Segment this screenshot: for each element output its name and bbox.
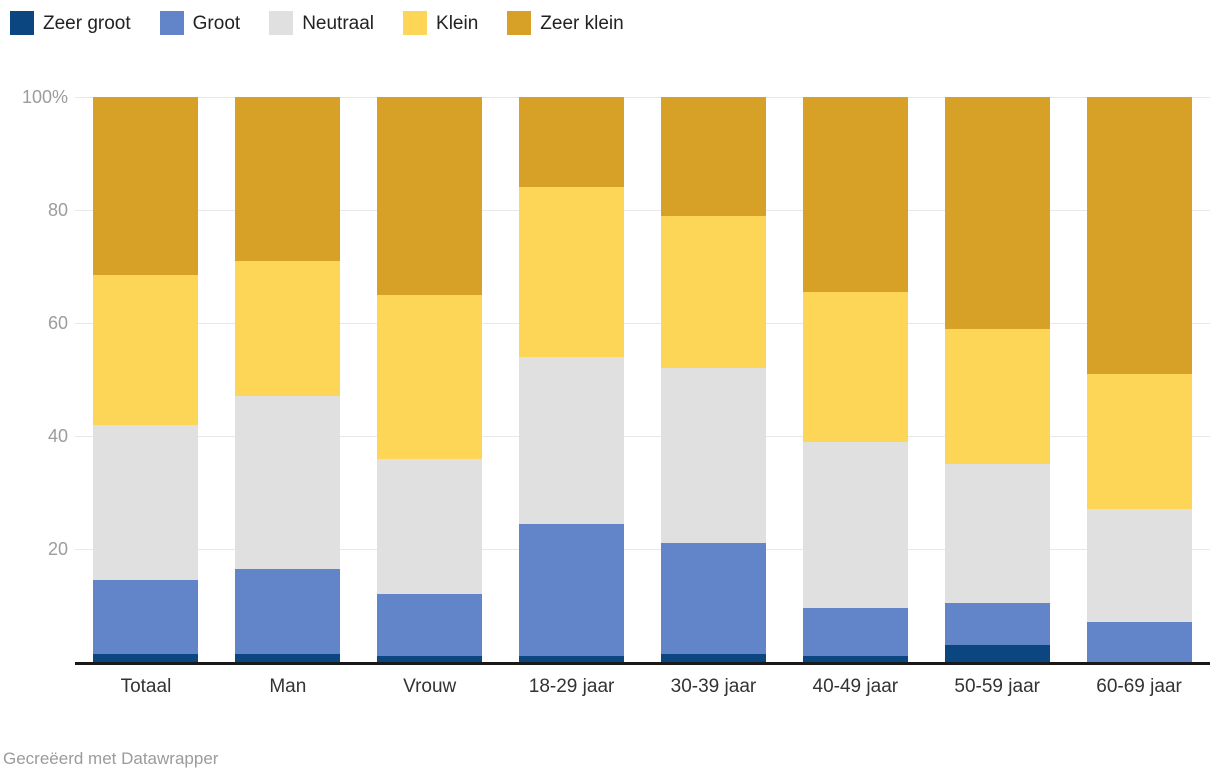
bar-segment-groot [802,608,908,657]
bar-segment-neutraal [93,424,199,581]
bar-slot-60-69-jaar [1068,97,1210,662]
bar-segment-groot [377,594,483,657]
x-tick-label-totaal: Totaal [120,676,172,697]
bar-segment-zeer-groot [802,656,908,662]
bar-segment-zeer-klein [377,97,483,295]
bar-slot-vrouw [359,97,501,662]
datawrapper-credit: Gecreëerd met Datawrapper [3,749,219,768]
bar-segment-klein [660,215,766,369]
x-axis-line [75,662,1210,665]
bar-segment-zeer-klein [802,97,908,292]
legend-item-zeer-klein: Zeer klein [507,11,624,35]
legend-label: Klein [436,12,479,34]
bar-segment-klein [235,260,341,397]
bar-segment-klein [802,291,908,442]
bar-slot-18-29-jaar [501,97,643,662]
bar-segment-zeer-groot [944,645,1050,662]
bar-segment-zeer-klein [1086,97,1192,374]
gridline-20 [75,549,1210,550]
bar-segment-zeer-klein [519,97,625,188]
x-tick-label-40-49-jaar: 40-49 jaar [812,676,899,697]
bar-slot-30-39-jaar [643,97,785,662]
x-tick-label-vrouw: Vrouw [403,676,457,697]
bar-slot-50-59-jaar [926,97,1068,662]
bar-60-69-jaar [1086,97,1192,662]
bar-slot-40-49-jaar [784,97,926,662]
bar-segment-zeer-groot [519,656,625,662]
gridline-100 [75,97,1210,98]
bar-segment-zeer-klein [93,97,199,275]
bar-vrouw [377,97,483,662]
bar-segment-zeer-klein [660,97,766,216]
bar-segment-groot [93,580,199,654]
y-tick-label-40: 40 [47,426,68,446]
bar-segment-zeer-groot [93,653,199,662]
gridline-80 [75,210,1210,211]
x-tick-label-30-39-jaar: 30-39 jaar [670,676,757,697]
bar-segment-neutraal [1086,509,1192,623]
bar-40-49-jaar [802,97,908,662]
x-tick-label-50-59-jaar: 50-59 jaar [954,676,1040,697]
bar-segment-neutraal [802,441,908,609]
x-tick-label-60-69-jaar: 60-69 jaar [1096,676,1182,697]
bar-segment-zeer-groot [377,656,483,662]
bar-segment-klein [1086,373,1192,510]
bar-slot-man [217,97,359,662]
y-tick-label-100: 100% [21,87,68,107]
bar-segment-klein [519,187,625,357]
bar-segment-neutraal [377,458,483,595]
bar-segment-zeer-klein [235,97,341,261]
stacked-bar-chart: 100% 80 60 40 20 Totaal Man Vrouw 18-29 jaar 30-… [21,87,1210,697]
bar-slot-totaal [75,97,217,662]
legend-label: Zeer groot [43,12,131,34]
legend-swatch [10,11,34,35]
legend-item-neutraal: Neutraal [269,11,374,35]
bar-segment-neutraal [235,396,341,569]
bar-segment-zeer-groot [235,653,341,662]
legend-label: Zeer klein [540,12,624,34]
gridline-60 [75,323,1210,324]
bar-segment-groot [235,568,341,654]
bar-18-29-jaar [519,97,625,662]
bar-segment-groot [944,602,1050,646]
bar-50-59-jaar [944,97,1050,662]
y-tick-label-80: 80 [47,200,68,220]
bar-segment-klein [377,294,483,459]
legend-swatch [269,11,294,35]
legend-label: Groot [192,12,241,34]
legend-item-klein: Klein [403,11,478,35]
bar-segment-zeer-groot [660,653,766,662]
bar-segment-zeer-klein [944,97,1050,329]
bar-segment-klein [93,275,199,425]
legend: Zeer groot Groot Neutraal Klein Zeer klein [10,11,624,35]
bar-segment-groot [660,543,766,654]
x-tick-label-18-29-jaar: 18-29 jaar [528,676,615,697]
bar-segment-neutraal [944,464,1050,603]
plot-area [75,97,1210,662]
legend-item-zeer-groot: Zeer groot [10,11,131,35]
bar-man [235,97,341,662]
bar-segment-klein [944,328,1050,465]
bar-segment-groot [1086,622,1192,662]
legend-item-groot: Groot [159,11,241,35]
bar-segment-neutraal [519,356,625,524]
legend-label: Neutraal [302,12,375,34]
bar-segment-neutraal [660,368,766,544]
bar-30-39-jaar [660,97,766,662]
legend-swatch [159,11,184,35]
y-tick-label-60: 60 [47,313,68,333]
gridline-40 [75,436,1210,437]
y-tick-label-20: 20 [47,539,68,559]
bar-totaal [93,97,199,662]
legend-swatch [507,11,532,35]
bar-segment-groot [519,523,625,657]
legend-swatch [403,11,428,35]
x-tick-label-man: Man [269,676,307,697]
